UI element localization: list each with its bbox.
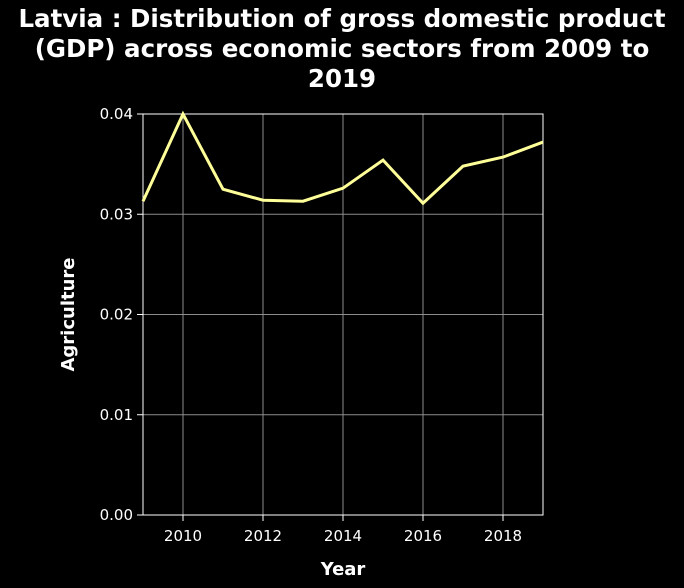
x-tick-label: 2014 (324, 527, 362, 545)
x-tick-label: 2018 (484, 527, 522, 545)
grid-lines (143, 113, 543, 516)
y-tick-label: 0.00 (100, 506, 133, 524)
x-tick-label: 2010 (164, 527, 202, 545)
series-line (141, 110, 544, 206)
y-tick-label: 0.01 (100, 406, 133, 424)
x-tick-label: 2012 (244, 527, 282, 545)
y-tick-label: 0.02 (100, 306, 133, 324)
y-tick-label: 0.03 (100, 205, 133, 223)
x-axis-label: Year (320, 559, 366, 580)
x-tick-label: 2016 (404, 527, 442, 545)
x-axis: 2010 2012 2014 2016 2018 (164, 515, 522, 545)
y-axis: 0.00 0.01 0.02 0.03 0.04 (100, 105, 143, 524)
y-axis-label: Agriculture (58, 257, 79, 371)
chart-title: Latvia : Distribution of gross domestic … (18, 4, 666, 93)
y-tick-label: 0.04 (100, 105, 133, 123)
